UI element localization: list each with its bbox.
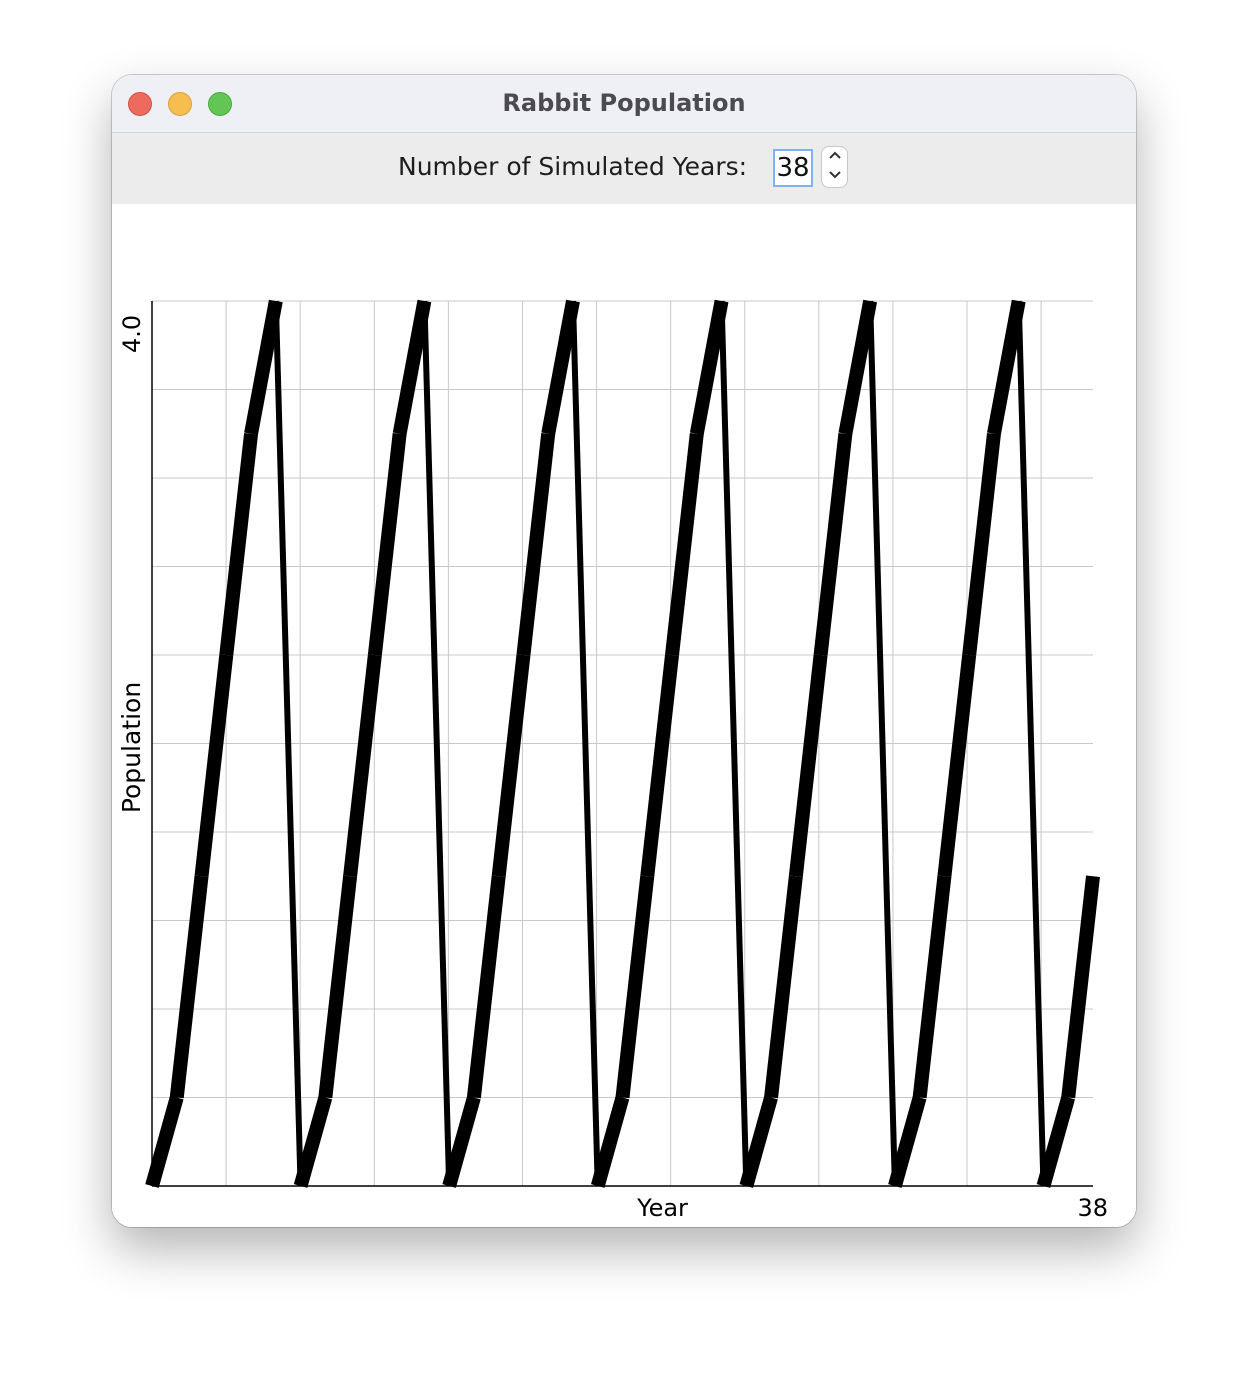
series-segment	[615, 875, 655, 1099]
population-chart: 4.0 Population Year 38	[117, 299, 1108, 1222]
series-segment	[1015, 300, 1047, 1187]
series-segment	[466, 875, 506, 1099]
chevron-up-icon[interactable]	[822, 147, 847, 167]
series-segment	[569, 300, 601, 1187]
x-axis-label: Year	[636, 1194, 688, 1222]
series-segment	[813, 432, 853, 656]
chart-area: 4.0 Population Year 38	[112, 204, 1136, 1227]
y-tick-label: 4.0	[118, 315, 146, 353]
series-segment	[888, 1095, 927, 1188]
series-segment	[665, 432, 704, 656]
series-segment	[219, 432, 259, 656]
window-title: Rabbit Population	[502, 89, 746, 117]
series-segment	[367, 432, 407, 656]
series-segment	[318, 875, 358, 1099]
series-segment	[293, 1095, 333, 1188]
chevron-down-icon[interactable]	[822, 167, 847, 187]
series-segment	[169, 875, 209, 1099]
title-bar[interactable]: Rabbit Population	[112, 75, 1136, 133]
series-segment	[689, 299, 729, 436]
years-label: Number of Simulated Years:	[398, 152, 748, 181]
series-segment	[194, 654, 234, 878]
series-segment	[491, 654, 531, 878]
series-segment	[392, 299, 432, 436]
series-segment	[442, 1095, 481, 1188]
series-segment	[244, 299, 283, 436]
years-input[interactable]	[773, 149, 813, 187]
series-segment	[516, 432, 556, 656]
minimize-button[interactable]	[168, 92, 192, 116]
series-segment	[739, 1095, 778, 1188]
series-segment	[912, 875, 952, 1099]
controls-bar: Number of Simulated Years:	[112, 133, 1136, 204]
series-segment	[1061, 875, 1100, 1099]
series-segment	[764, 875, 803, 1099]
series-segment	[1036, 1095, 1075, 1188]
close-button[interactable]	[128, 92, 152, 116]
series-segment	[421, 300, 453, 1187]
series-segment	[937, 654, 977, 878]
series-segment	[788, 654, 828, 878]
x-tick-label: 38	[1077, 1194, 1108, 1222]
series-segment	[867, 300, 898, 1187]
series-segment	[343, 654, 382, 878]
series-segment	[838, 299, 878, 436]
series-segment	[145, 1095, 184, 1188]
app-window: Rabbit Population Number of Simulated Ye…	[112, 75, 1136, 1227]
y-axis-label: Population	[117, 682, 146, 813]
series-segment	[640, 654, 679, 878]
years-spinner[interactable]	[821, 146, 848, 188]
series-segment	[541, 299, 580, 436]
series-segment	[718, 300, 750, 1187]
zoom-button[interactable]	[208, 92, 232, 116]
series-segment	[590, 1095, 630, 1188]
series-layer	[145, 299, 1100, 1188]
series-segment	[962, 432, 1001, 656]
series-segment	[987, 299, 1026, 436]
series-segment	[272, 300, 304, 1187]
